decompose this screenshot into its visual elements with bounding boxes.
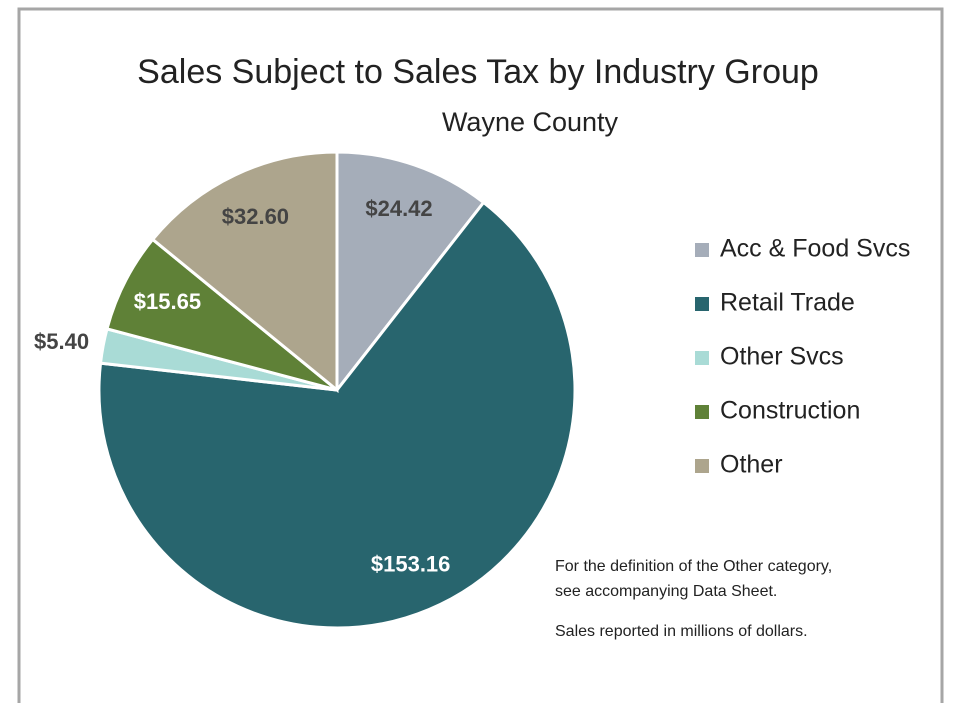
annotation: see accompanying Data Sheet. <box>555 583 777 600</box>
legend-swatch <box>695 297 709 311</box>
chart-subtitle: Wayne County <box>442 107 619 137</box>
data-label: $32.60 <box>222 204 289 229</box>
legend-label: Construction <box>720 397 860 425</box>
pie-slice <box>97 200 577 630</box>
chart-title: Sales Subject to Sales Tax by Industry G… <box>137 53 819 91</box>
pie-slice <box>150 150 339 394</box>
legend-label: Other <box>720 451 783 479</box>
legend-swatch <box>695 243 709 257</box>
legend-label: Retail Trade <box>720 289 855 317</box>
data-label: $153.16 <box>371 551 451 576</box>
legend-swatch <box>695 351 709 365</box>
legend-label: Other Svcs <box>720 343 844 371</box>
legend-swatch <box>695 405 709 419</box>
annotation: Sales reported in millions of dollars. <box>555 623 808 640</box>
data-label: $15.65 <box>134 289 201 314</box>
legend-swatch <box>695 459 709 473</box>
data-label: $5.40 <box>34 329 89 354</box>
pie-slice <box>335 150 486 395</box>
annotation: For the definition of the Other category… <box>555 558 832 575</box>
data-label: $24.42 <box>365 196 432 221</box>
legend-label: Acc & Food Svcs <box>720 235 910 263</box>
